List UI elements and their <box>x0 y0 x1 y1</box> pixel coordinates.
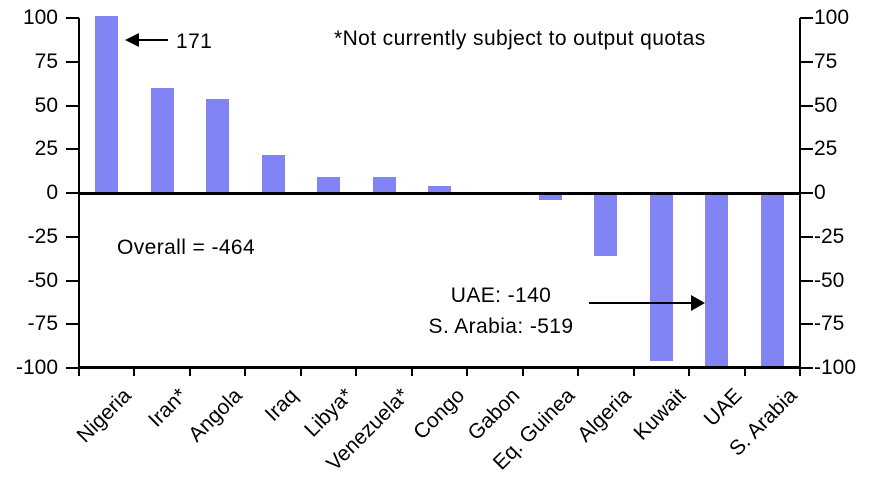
x-axis-label: Nigeria <box>72 384 136 448</box>
x-axis-label: UAE <box>699 384 747 431</box>
y-axis-label-left: -50 <box>27 268 58 292</box>
y-axis-label-left: 75 <box>34 49 58 73</box>
x-axis-baseline <box>79 366 800 369</box>
uae-annotation-line2: S. Arabia: -519 <box>428 315 574 338</box>
quota-footnote: *Not currently subject to output quotas <box>334 27 706 50</box>
y-axis-label-right: 0 <box>814 181 826 204</box>
y-tick-left <box>66 235 79 238</box>
x-tick <box>299 369 302 376</box>
overall-total-annotation: Overall = -464 <box>117 236 256 259</box>
y-tick-right <box>800 323 813 326</box>
bar-eq--guinea <box>538 193 562 200</box>
y-tick-right <box>800 279 813 282</box>
uae-arrow-line <box>589 302 692 304</box>
y-axis-label-right: 100 <box>814 6 850 29</box>
x-axis-label: Algeria <box>572 384 636 447</box>
y-tick-left <box>66 323 79 326</box>
y-axis-label-right: -100 <box>814 356 857 379</box>
x-tick <box>188 369 191 376</box>
x-tick <box>688 369 691 376</box>
x-tick <box>632 369 635 376</box>
zero-line <box>79 192 800 195</box>
y-tick-left <box>66 60 79 63</box>
bar-congo <box>428 186 451 193</box>
y-tick-right <box>800 104 813 107</box>
bar-nigeria <box>95 15 119 193</box>
y-axis-label-left: 100 <box>22 6 58 29</box>
y-axis-label-left: -100 <box>15 356 58 379</box>
bar-uae <box>705 193 729 370</box>
y-axis-label-left: -25 <box>27 224 58 248</box>
x-tick <box>410 369 413 376</box>
uae-arrow-head-icon <box>691 295 705 311</box>
y-axis-label-left: -75 <box>27 312 58 336</box>
bar-angola <box>206 98 230 193</box>
y-axis-label-left: 0 <box>46 181 58 204</box>
y-axis-label-right: 75 <box>814 49 838 73</box>
x-tick <box>78 369 80 376</box>
bar-libya- <box>317 177 341 193</box>
bar-algeria <box>594 193 618 256</box>
bar-kuwait <box>649 193 673 361</box>
y-axis-label-right: -25 <box>814 224 845 248</box>
y-tick-left <box>66 192 79 194</box>
bar-s--arabia <box>760 193 784 370</box>
nigeria-arrow-head-icon <box>125 33 139 47</box>
y-tick-right <box>800 367 813 369</box>
x-axis-label: Congo <box>408 384 469 445</box>
y-tick-left <box>66 104 79 107</box>
x-tick <box>133 369 136 376</box>
x-tick <box>355 369 358 376</box>
x-axis-label: Iraq <box>260 384 303 426</box>
nigeria-value-annotation: 171 <box>176 30 213 53</box>
uae-annotation-line1: UAE: -140 <box>450 284 552 307</box>
x-tick <box>521 369 524 376</box>
bar-iraq <box>261 154 285 193</box>
y-tick-right <box>800 192 813 194</box>
x-axis-label: Angola <box>184 384 247 447</box>
y-tick-right <box>800 60 813 63</box>
bar-iran- <box>150 88 174 193</box>
y-tick-left <box>66 148 79 151</box>
y-axis-label-right: 50 <box>814 93 838 117</box>
y-axis-label-right: 25 <box>814 137 838 161</box>
x-tick <box>577 369 580 376</box>
y-tick-left <box>66 279 79 282</box>
x-axis-label: Iran* <box>143 384 192 432</box>
y-axis-label-right: -50 <box>814 268 845 292</box>
y-tick-left <box>66 17 79 19</box>
y-tick-right <box>800 17 813 19</box>
y-axis-label-right: -75 <box>814 312 845 336</box>
bar-venezuela- <box>372 177 396 193</box>
y-tick-left <box>66 367 79 369</box>
y-axis-label-left: 25 <box>34 137 58 161</box>
uae-sarabia-annotation: UAE: -140 S. Arabia: -519 <box>403 280 599 342</box>
x-axis-label: Kuwait <box>629 384 691 445</box>
x-tick <box>466 369 469 376</box>
x-tick <box>743 369 746 376</box>
y-tick-right <box>800 235 813 238</box>
y-tick-right <box>800 148 813 151</box>
nigeria-arrow-line <box>138 39 168 41</box>
x-tick <box>799 369 801 376</box>
y-axis-label-left: 50 <box>34 93 58 117</box>
x-tick <box>244 369 247 376</box>
